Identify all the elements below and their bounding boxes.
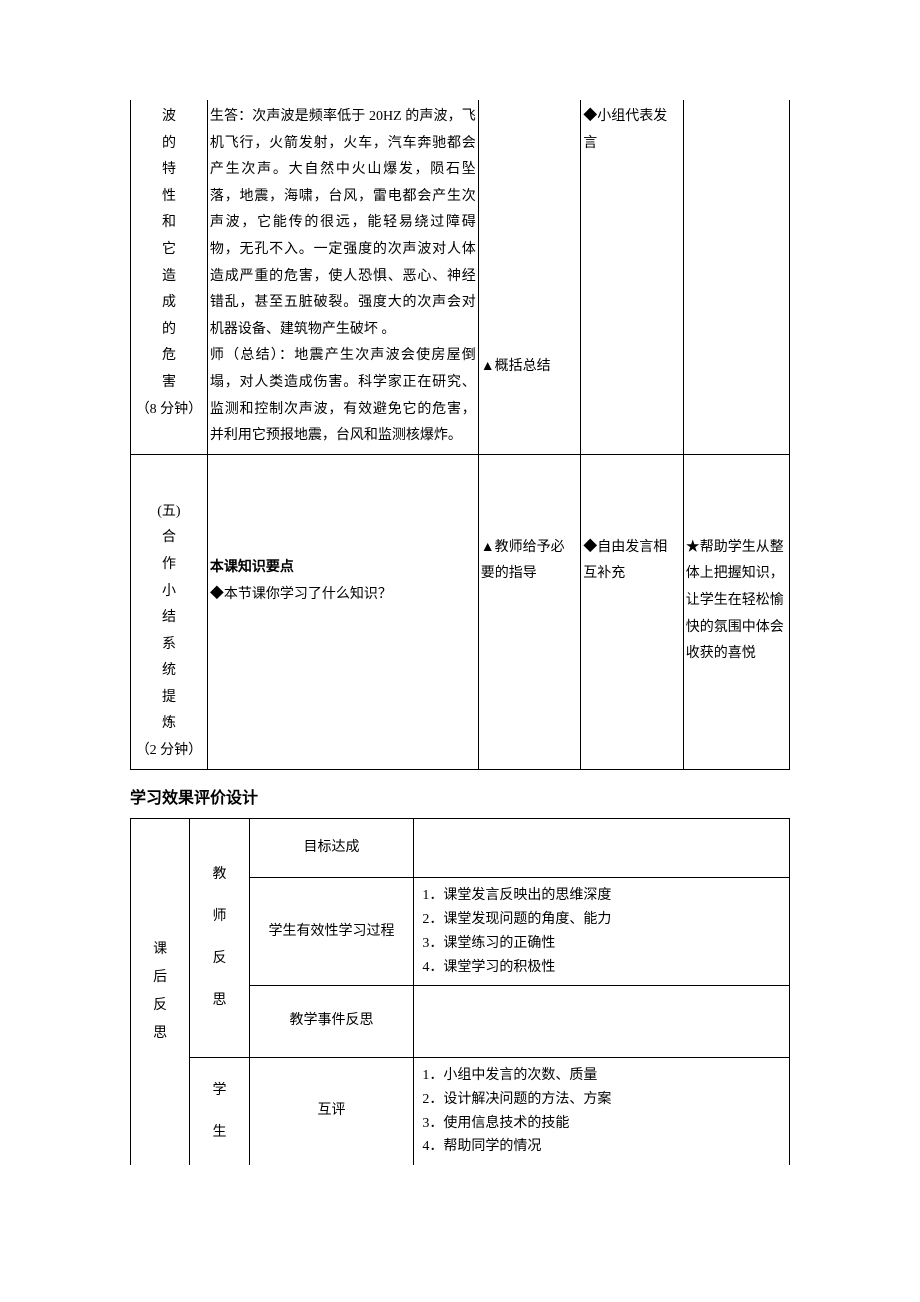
section-char: 作 bbox=[133, 552, 205, 579]
label-char: 教 bbox=[192, 854, 246, 896]
section-char: 系 bbox=[133, 632, 205, 659]
content-body: 次声波是频率低于 20HZ 的声波，飞机飞行，火箭发射，火车，汽车奔驰都会产生次… bbox=[210, 109, 476, 337]
section-char: 炼 bbox=[133, 711, 205, 738]
label-char: 师 bbox=[192, 896, 246, 938]
section-char: 提 bbox=[133, 685, 205, 712]
list-item: 1．课堂发言反映出的思维深度 bbox=[418, 884, 785, 908]
section-char: 它 bbox=[133, 237, 205, 264]
content-cell: 生答：次声波是频率低于 20HZ 的声波，飞机飞行，火箭发射，火车，汽车奔驰都会… bbox=[207, 100, 478, 454]
section-char: 小 bbox=[133, 579, 205, 606]
table-row: 波 的 特 性 和 它 造 成 的 危 害 （8 分钟） 生答：次声波是频率低于… bbox=[131, 100, 790, 454]
remark-cell: ★帮助学生从整体上把握知识，让学生在轻松愉快的氛围中体会收获的喜悦 bbox=[683, 454, 789, 769]
reflection-label-cell: 课 后 反 思 bbox=[131, 818, 190, 1165]
label-char: 反 bbox=[192, 938, 246, 980]
section-label: (五) bbox=[133, 499, 205, 526]
teacher-note: ▲概括总结 bbox=[481, 354, 579, 381]
label-char: 课 bbox=[133, 936, 187, 964]
content-prefix: 生答： bbox=[210, 109, 252, 124]
list-item: 1．小组中发言的次数、质量 bbox=[418, 1064, 785, 1088]
table-row: 学 生 互评 1．小组中发言的次数、质量 2．设计解决问题的方法、方案 3．使用… bbox=[131, 1058, 790, 1166]
teacher-cell: ▲概括总结 bbox=[478, 100, 581, 454]
content-cell: 本课知识要点 ◆本节课你学习了什么知识？ bbox=[207, 454, 478, 769]
eval-label: 教学事件反思 bbox=[249, 986, 414, 1058]
eval-content bbox=[414, 986, 790, 1058]
label-char: 学 bbox=[192, 1070, 246, 1112]
section-char: 统 bbox=[133, 658, 205, 685]
section-char: 的 bbox=[133, 317, 205, 344]
section-char: 造 bbox=[133, 264, 205, 291]
section-char: 特 bbox=[133, 157, 205, 184]
teacher-cell: ▲教师给予必要的指导 bbox=[478, 454, 581, 769]
list-item: 2．课堂发现问题的角度、能力 bbox=[418, 908, 785, 932]
section-heading: 学习效果评价设计 bbox=[130, 784, 790, 808]
table-row: (五) 合 作 小 结 系 统 提 炼 （2 分钟） 本课知识要点 ◆本节课你学… bbox=[131, 454, 790, 769]
label-char: 思 bbox=[133, 1020, 187, 1048]
teacher-note: ▲教师给予必要的指导 bbox=[481, 535, 579, 588]
eval-content: 1．小组中发言的次数、质量 2．设计解决问题的方法、方案 3．使用信息技术的技能… bbox=[414, 1058, 790, 1166]
content-prefix: 师（总结）： bbox=[210, 348, 294, 363]
section-char: 波 bbox=[133, 104, 205, 131]
list-item: 3．使用信息技术的技能 bbox=[418, 1112, 785, 1136]
section-char: 危 bbox=[133, 343, 205, 370]
list-item: 4．课堂学习的积极性 bbox=[418, 956, 785, 980]
evaluation-table: 课 后 反 思 教 师 反 思 目标达成 学生有效性学习过程 1．课堂发言反映出… bbox=[130, 818, 790, 1166]
content-title: 本课知识要点 bbox=[210, 555, 476, 582]
label-char: 后 bbox=[133, 964, 187, 992]
eval-label: 互评 bbox=[249, 1058, 414, 1166]
lesson-plan-table: 波 的 特 性 和 它 造 成 的 危 害 （8 分钟） 生答：次声波是频率低于… bbox=[130, 100, 790, 770]
student-eval-cell: 学 生 bbox=[190, 1058, 249, 1166]
section-char: 性 bbox=[133, 184, 205, 211]
table-row: 课 后 反 思 教 师 反 思 目标达成 bbox=[131, 818, 790, 878]
student-cell: ◆自由发言相互补充 bbox=[581, 454, 684, 769]
remark-cell bbox=[683, 100, 789, 454]
label-char: 思 bbox=[192, 980, 246, 1022]
section-cell: 波 的 特 性 和 它 造 成 的 危 害 （8 分钟） bbox=[131, 100, 208, 454]
section-cell: (五) 合 作 小 结 系 统 提 炼 （2 分钟） bbox=[131, 454, 208, 769]
student-note: ◆小组代表发言 bbox=[583, 104, 681, 157]
section-char: 合 bbox=[133, 525, 205, 552]
section-time: （2 分钟） bbox=[133, 738, 205, 765]
list-item: 4．帮助同学的情况 bbox=[418, 1135, 785, 1159]
eval-content bbox=[414, 818, 790, 878]
remark-text: ★帮助学生从整体上把握知识，让学生在轻松愉快的氛围中体会收获的喜悦 bbox=[686, 535, 787, 668]
student-note: ◆自由发言相互补充 bbox=[583, 535, 681, 588]
eval-content: 1．课堂发言反映出的思维深度 2．课堂发现问题的角度、能力 3．课堂练习的正确性… bbox=[414, 878, 790, 986]
eval-label: 目标达成 bbox=[249, 818, 414, 878]
list-item: 3．课堂练习的正确性 bbox=[418, 932, 785, 956]
section-char: 结 bbox=[133, 605, 205, 632]
section-time: （8 分钟） bbox=[133, 397, 205, 424]
teacher-reflection-cell: 教 师 反 思 bbox=[190, 818, 249, 1057]
section-char: 的 bbox=[133, 131, 205, 158]
eval-label: 学生有效性学习过程 bbox=[249, 878, 414, 986]
content-line: ◆本节课你学习了什么知识？ bbox=[210, 582, 476, 609]
section-char: 成 bbox=[133, 290, 205, 317]
section-char: 和 bbox=[133, 210, 205, 237]
list-item: 2．设计解决问题的方法、方案 bbox=[418, 1088, 785, 1112]
student-cell: ◆小组代表发言 bbox=[581, 100, 684, 454]
label-char: 生 bbox=[192, 1112, 246, 1154]
label-char: 反 bbox=[133, 992, 187, 1020]
section-char: 害 bbox=[133, 370, 205, 397]
